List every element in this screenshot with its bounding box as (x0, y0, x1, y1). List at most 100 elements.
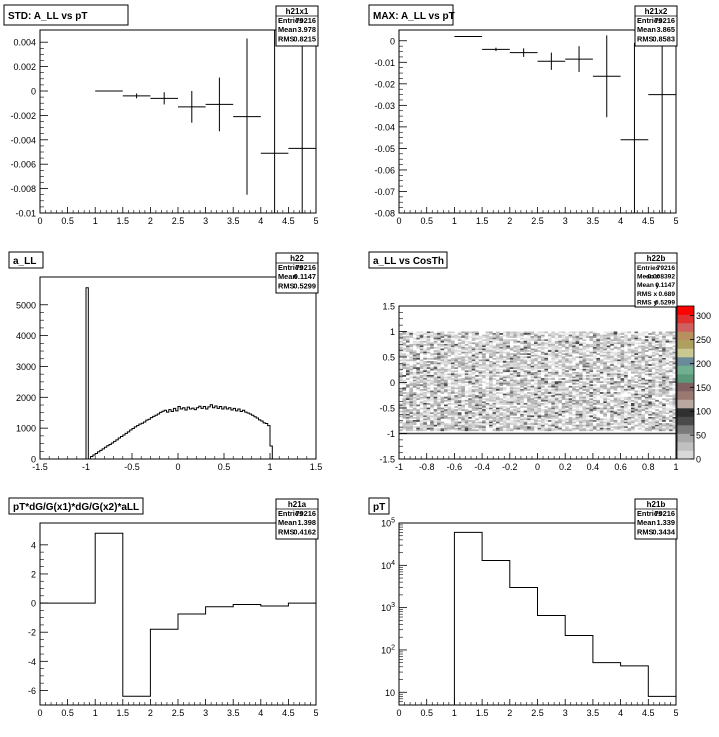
heatmap-cell (534, 368, 538, 371)
heatmap-cell (492, 350, 497, 352)
heatmap-cell (592, 407, 597, 410)
heatmap-cell (402, 350, 407, 352)
heatmap-cell (485, 367, 490, 369)
heatmap-cell (658, 418, 663, 421)
heatmap-cell (527, 396, 531, 399)
heatmap-cell (485, 375, 490, 377)
heatmap-cell (527, 382, 531, 385)
heatmap-cell (558, 367, 562, 369)
heatmap-cell (547, 426, 552, 429)
heatmap-cell (603, 361, 607, 363)
heatmap-cell (613, 333, 618, 335)
heatmap-cell (551, 368, 556, 371)
heatmap-cell (599, 427, 604, 430)
heatmap-cell (672, 424, 677, 427)
heatmap-cell (575, 427, 580, 430)
stats-label: Mean (278, 272, 297, 281)
heatmap-cell (624, 373, 628, 376)
heatmap-cell (509, 429, 514, 432)
heatmap-cell (613, 351, 618, 354)
heatmap-cell (513, 367, 517, 369)
heatmap-cell (561, 388, 566, 391)
heatmap-cell (509, 379, 514, 382)
heatmap-cell (527, 401, 531, 404)
heatmap-cell (637, 364, 642, 366)
heatmap-cell (585, 359, 590, 362)
heatmap-cell (399, 359, 403, 362)
heatmap-cell (412, 354, 417, 357)
heatmap-cell (624, 407, 628, 410)
palette-cell (677, 365, 694, 375)
heatmap-cell (658, 370, 663, 373)
heatmap-cell (540, 427, 545, 430)
heatmap-cell (461, 367, 465, 369)
heatmap-cell (409, 395, 414, 397)
heatmap-cell (551, 333, 556, 335)
heatmap-cell (651, 339, 656, 342)
heatmap-cell (502, 406, 507, 408)
heatmap-cell (641, 351, 646, 354)
heatmap-cell (655, 343, 659, 346)
heatmap-cell (561, 339, 566, 342)
heatmap-cell (450, 361, 455, 363)
heatmap-cell (565, 406, 569, 408)
heatmap-cell (419, 361, 424, 363)
heatmap-cell (579, 427, 583, 430)
heatmap-cell (572, 379, 576, 382)
heatmap-cell (641, 376, 646, 379)
heatmap-cell (426, 420, 431, 422)
heatmap-cell (471, 406, 476, 408)
heatmap-cell (620, 410, 625, 413)
heatmap-cell (423, 402, 427, 405)
heatmap-cell (547, 420, 552, 422)
heatmap-cell (648, 343, 652, 346)
heatmap-cell (592, 354, 597, 357)
heatmap-cell (568, 375, 573, 377)
heatmap-cell (423, 382, 427, 385)
heatmap-cell (651, 347, 656, 349)
heatmap-cell (617, 368, 621, 371)
histogram-bin (123, 435, 125, 459)
heatmap-cell (506, 413, 510, 416)
heatmap-cell (502, 429, 507, 432)
heatmap-cell (520, 347, 524, 349)
heatmap-cell (592, 357, 597, 360)
heatmap-cell (610, 395, 614, 397)
heatmap-cell (648, 348, 652, 351)
heatmap-cell (592, 390, 597, 393)
heatmap-cell (461, 426, 465, 429)
heatmap-cell (648, 423, 652, 425)
heatmap-cell (554, 399, 559, 402)
heatmap-cell (599, 334, 604, 337)
heatmap-cell (513, 420, 517, 422)
heatmap-cell (437, 362, 441, 365)
heatmap-cell (405, 370, 410, 373)
heatmap-cell (630, 409, 635, 411)
heatmap-cell (412, 399, 417, 402)
heatmap-cell (655, 375, 659, 377)
histogram-bin (137, 426, 139, 459)
heatmap-cell (551, 416, 556, 419)
heatmap-cell (464, 424, 469, 427)
heatmap-cell (540, 382, 545, 385)
heatmap-cell (506, 347, 510, 349)
heatmap-cell (544, 409, 549, 411)
heatmap-cell (454, 415, 459, 418)
heatmap-cell (554, 410, 559, 413)
heatmap-cell (412, 356, 417, 359)
heatmap-cell (637, 418, 642, 421)
heatmap-cell (568, 406, 573, 408)
heatmap-cell (402, 424, 407, 427)
heatmap-cell (648, 359, 652, 362)
heatmap-cell (457, 342, 462, 345)
heatmap-cell (558, 378, 562, 380)
heatmap-cell (447, 331, 452, 334)
heatmap-cell (468, 370, 472, 373)
heatmap-cell (634, 410, 639, 413)
heatmap-cell (440, 368, 445, 371)
heatmap-cell (582, 356, 587, 359)
heatmap-cell (419, 392, 424, 394)
heatmap-cell (662, 379, 666, 382)
heatmap-cell (603, 367, 607, 369)
heatmap-cell (554, 347, 559, 349)
